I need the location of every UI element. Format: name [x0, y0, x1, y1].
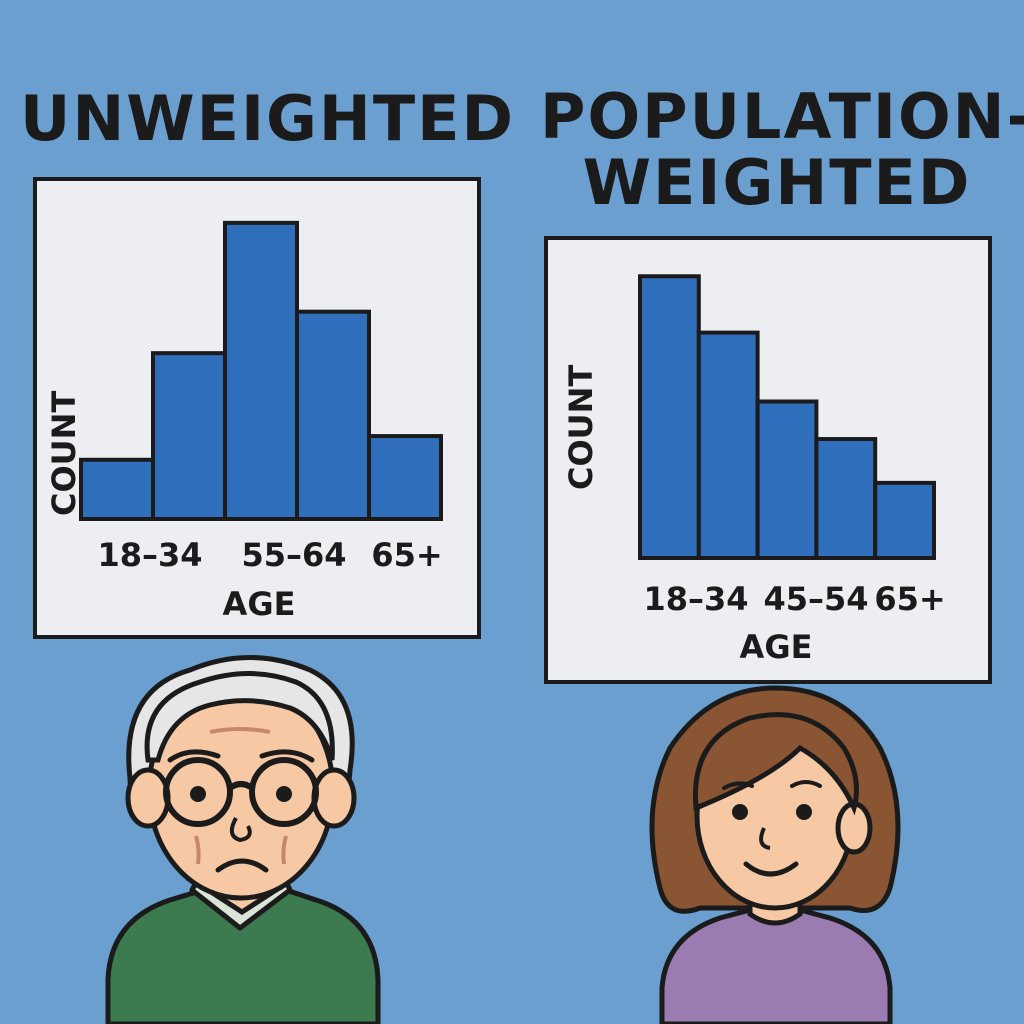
- x-axis-label: AGE: [223, 585, 296, 623]
- forehead-wrinkle: [209, 727, 271, 734]
- bar-2: [696, 330, 760, 561]
- chart-unweighted-svg: COUNT 18–34 55–64 65+ AGE: [45, 220, 443, 623]
- nose: [759, 827, 771, 850]
- sweater: [659, 907, 893, 1024]
- right-eyebrow: [259, 749, 315, 763]
- bars-group: [79, 220, 443, 521]
- young-woman-illustration: [649, 685, 901, 1024]
- nose: [229, 817, 252, 843]
- right-eye: [276, 786, 292, 802]
- frown-mouth: [215, 858, 269, 873]
- glasses-bridge: [228, 781, 254, 791]
- left-glasses-lens: [163, 757, 233, 827]
- bar-1: [638, 274, 701, 561]
- right-eyebrow: [790, 780, 822, 788]
- right-cheek-wrinkle: [281, 835, 288, 865]
- bar-5: [367, 434, 443, 521]
- chart-population-weighted-svg: COUNT 18–34 45–54 65+ AGE: [562, 274, 946, 666]
- left-ear: [125, 767, 171, 829]
- right-ear: [311, 767, 357, 829]
- x-tick-label-3: 65+: [874, 580, 945, 618]
- bar-5: [873, 480, 937, 560]
- x-axis-label: AGE: [740, 628, 813, 666]
- left-eyebrow: [167, 749, 221, 763]
- right-glasses-lens: [249, 757, 319, 827]
- title-unweighted: UNWEIGHTED: [20, 82, 515, 155]
- bar-1: [79, 457, 155, 521]
- bars-group: [638, 274, 937, 561]
- chart-unweighted: COUNT 18–34 55–64 65+ AGE: [33, 177, 481, 639]
- left-eyebrow: [722, 781, 754, 790]
- hair-top: [144, 671, 335, 763]
- y-axis-label: COUNT: [45, 391, 83, 516]
- title-population-weighted: POPULATION- WEIGHTED: [540, 84, 1024, 216]
- left-cheek-wrinkle: [194, 835, 201, 865]
- x-tick-label-2: 45–54: [763, 580, 868, 618]
- x-tick-label-1: 18–34: [643, 580, 748, 618]
- x-tick-label-2: 55–64: [241, 536, 346, 574]
- bar-3: [755, 399, 819, 560]
- older-man-illustration: [105, 655, 381, 1024]
- smile-mouth: [743, 861, 799, 877]
- x-tick-label-3: 65+: [371, 536, 442, 574]
- bar-2: [151, 351, 227, 521]
- x-tick-label-1: 18–34: [97, 536, 202, 574]
- y-axis-label: COUNT: [562, 365, 600, 490]
- bar-3: [223, 220, 299, 521]
- title-population-weighted-text: POPULATION- WEIGHTED: [540, 80, 1024, 219]
- bar-4: [295, 309, 371, 521]
- left-eye: [732, 804, 748, 820]
- chart-population-weighted: COUNT 18–34 45–54 65+ AGE: [544, 236, 992, 684]
- bar-4: [814, 437, 878, 560]
- left-eye: [190, 786, 206, 802]
- right-eye: [796, 804, 812, 820]
